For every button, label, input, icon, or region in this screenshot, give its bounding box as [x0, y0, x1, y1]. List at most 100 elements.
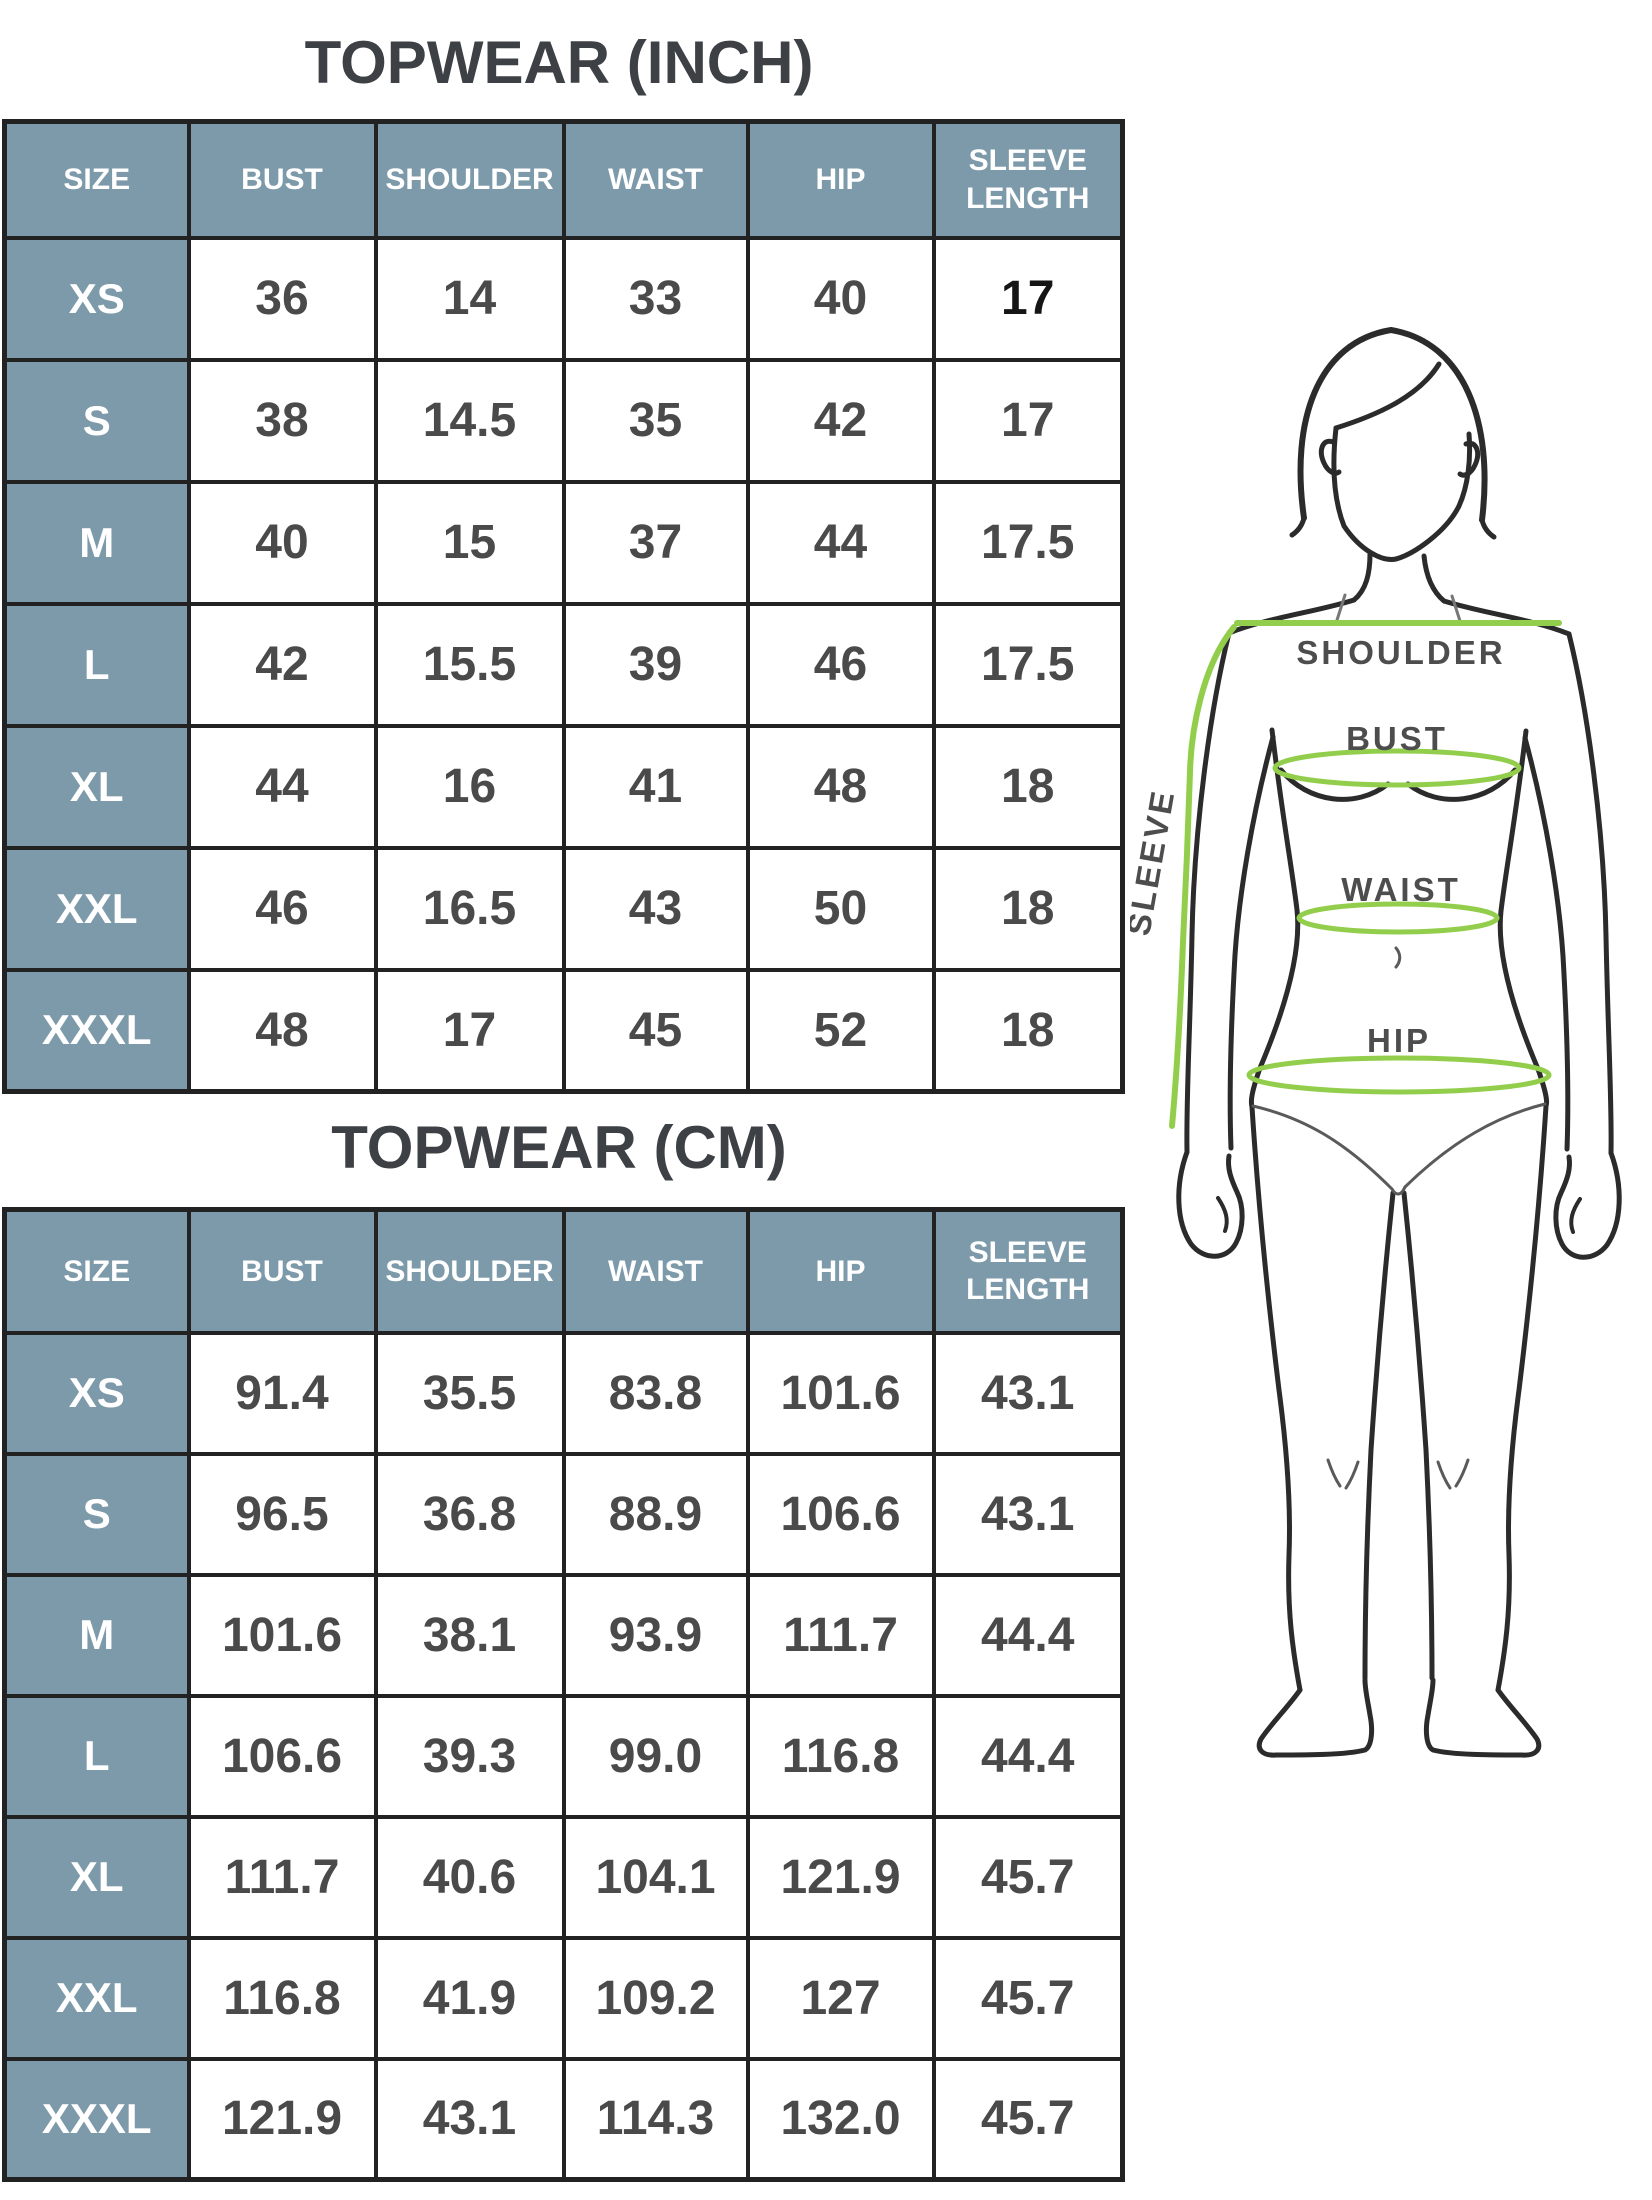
- size-label: XXXL: [2, 2056, 191, 2182]
- header-row: SIZE BUST SHOULDER WAIST HIP SLEEVE LENGTH: [2, 1207, 1125, 1335]
- measurement-value: 44.4: [931, 1693, 1125, 1819]
- measurement-value: 132.0: [745, 2056, 936, 2182]
- measurement-value: 42: [745, 357, 936, 484]
- shoulder-label: SHOULDER: [1296, 634, 1505, 671]
- measurement-value: 46: [186, 845, 378, 972]
- measurement-value: 14: [373, 235, 566, 362]
- measurement-value: 39.3: [373, 1693, 566, 1819]
- measurement-value: 40: [745, 235, 936, 362]
- panty-and-detail-lines: [1251, 946, 1547, 1490]
- measurement-value: 43.1: [931, 1451, 1125, 1577]
- size-label: XXXL: [2, 967, 191, 1094]
- measurement-value: 93.9: [561, 1572, 750, 1698]
- measurement-value: 18: [931, 967, 1125, 1094]
- waist-label: WAIST: [1341, 871, 1461, 908]
- size-label: XS: [2, 1330, 191, 1456]
- measurement-value: 46: [745, 601, 936, 728]
- measurement-value: 40.6: [373, 1814, 566, 1940]
- size-row: XS 91.4 35.5 83.8 101.6 43.1: [2, 1330, 1125, 1456]
- header-row: SIZE BUST SHOULDER WAIST HIP SLEEVE LENGTH: [2, 119, 1125, 240]
- measurement-value: 48: [186, 967, 378, 1094]
- measurement-value: 16.5: [373, 845, 566, 972]
- size-row: L 106.6 39.3 99.0 116.8 44.4: [2, 1693, 1125, 1819]
- measurement-value: 15: [373, 479, 566, 606]
- measurement-value: 37: [561, 479, 750, 606]
- bust-measure-ellipse: [1272, 748, 1522, 788]
- measurement-value: 41.9: [373, 1935, 566, 2061]
- measurement-value: 50: [745, 845, 936, 972]
- size-row: XXXL 48 17 45 52 18: [2, 967, 1125, 1094]
- column-header: BUST: [186, 119, 378, 240]
- measurement-value: 106.6: [745, 1451, 936, 1577]
- measurement-value: 18: [931, 845, 1125, 972]
- measurement-value: 91.4: [186, 1330, 378, 1456]
- measurement-value: 43.1: [931, 1330, 1125, 1456]
- bust-label: BUST: [1346, 720, 1448, 757]
- measurement-value: 44: [186, 723, 378, 850]
- size-label: XXL: [2, 1935, 191, 2061]
- measurement-value: 45.7: [931, 2056, 1125, 2182]
- column-header: HIP: [745, 119, 936, 240]
- size-row: XXL 46 16.5 43 50 18: [2, 845, 1125, 972]
- measurement-lines: [1169, 620, 1562, 1129]
- measurement-value: 18: [931, 723, 1125, 850]
- sleeve-measure-line: [1169, 624, 1237, 1129]
- waist-measure-ellipse: [1296, 901, 1500, 935]
- female-figure-illustration: SHOULDER BUST WAIST HIP SLEEVE: [1130, 327, 1622, 1758]
- measurement-value: 35.5: [373, 1330, 566, 1456]
- measurement-value: 43.1: [373, 2056, 566, 2182]
- measurement-value: 42: [186, 601, 378, 728]
- measurement-value: 17: [931, 357, 1125, 484]
- column-header: SIZE: [2, 1207, 191, 1335]
- size-label: M: [2, 1572, 191, 1698]
- size-row: S 38 14.5 35 42 17: [2, 357, 1125, 484]
- size-label: M: [2, 479, 191, 606]
- measurement-value: 114.3: [561, 2056, 750, 2182]
- measurement-value: 44: [745, 479, 936, 606]
- inch-size-table: SIZE BUST SHOULDER WAIST HIP SLEEVE LENGTH XS 3…: [2, 119, 1125, 1094]
- measurement-value: 116.8: [745, 1693, 936, 1819]
- measurement-value: 35: [561, 357, 750, 484]
- measurement-value: 104.1: [561, 1814, 750, 1940]
- measurement-value: 48: [745, 723, 936, 850]
- column-header: SHOULDER: [373, 1207, 566, 1335]
- measurement-value: 43: [561, 845, 750, 972]
- hip-label: HIP: [1367, 1022, 1431, 1059]
- measurement-value: 17.5: [931, 479, 1125, 606]
- measurement-value: 121.9: [186, 2056, 378, 2182]
- size-row: M 40 15 37 44 17.5: [2, 479, 1125, 606]
- size-label: S: [2, 357, 191, 484]
- measurement-value: 83.8: [561, 1330, 750, 1456]
- measurement-value: 33: [561, 235, 750, 362]
- measurement-value: 40: [186, 479, 378, 606]
- column-header: WAIST: [561, 119, 750, 240]
- measurement-value: 44.4: [931, 1572, 1125, 1698]
- measurement-value: 38.1: [373, 1572, 566, 1698]
- hip-measure-ellipse: [1246, 1055, 1552, 1095]
- column-header: BUST: [186, 1207, 378, 1335]
- measurement-value: 109.2: [561, 1935, 750, 2061]
- measurement-value: 41: [561, 723, 750, 850]
- measurement-value: 17: [931, 235, 1125, 362]
- column-header: SIZE: [2, 119, 191, 240]
- column-header: SHOULDER: [373, 119, 566, 240]
- size-row: XL 44 16 41 48 18: [2, 723, 1125, 850]
- sleeve-label: SLEEVE: [1130, 786, 1182, 938]
- column-header: SLEEVE LENGTH: [931, 119, 1125, 240]
- size-label: S: [2, 1451, 191, 1577]
- measurement-value: 45.7: [931, 1814, 1125, 1940]
- size-row: XXL 116.8 41.9 109.2 127 45.7: [2, 1935, 1125, 2061]
- size-label: L: [2, 601, 191, 728]
- cm-size-table: SIZE BUST SHOULDER WAIST HIP SLEEVE LENGTH XS 9…: [2, 1207, 1125, 2182]
- measurement-value: 36: [186, 235, 378, 362]
- measurement-value: 106.6: [186, 1693, 378, 1819]
- measurement-value: 38: [186, 357, 378, 484]
- measurement-value: 45: [561, 967, 750, 1094]
- column-header: SLEEVE LENGTH: [931, 1207, 1125, 1335]
- measurement-value: 17.5: [931, 601, 1125, 728]
- measurement-value: 14.5: [373, 357, 566, 484]
- measurement-value: 52: [745, 967, 936, 1094]
- column-header: HIP: [745, 1207, 936, 1335]
- measurement-value: 15.5: [373, 601, 566, 728]
- size-row: XL 111.7 40.6 104.1 121.9 45.7: [2, 1814, 1125, 1940]
